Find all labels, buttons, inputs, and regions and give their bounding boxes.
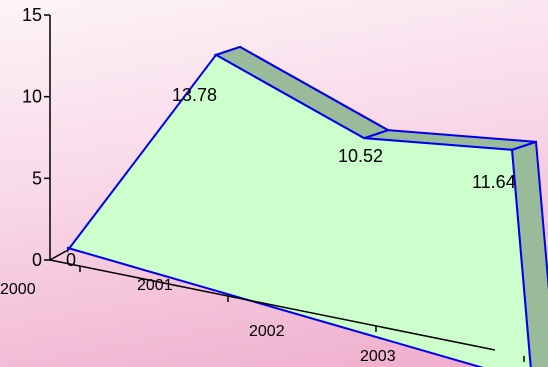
y-tick-label: 10 [22, 87, 42, 107]
data-label: 0 [66, 250, 76, 270]
data-label: 10.52 [338, 146, 383, 166]
y-tick-label: 5 [32, 168, 42, 188]
axes [49, 15, 496, 351]
depth-axis-line [49, 249, 69, 261]
x-tick-label: 2000 [0, 281, 36, 298]
x-axis-ticks: 2000 2001 2002 2003 [0, 266, 525, 365]
x-tick-label: 2002 [249, 323, 285, 340]
y-tick-label: 0 [32, 250, 42, 270]
area-series [67, 45, 548, 367]
x-tick-label: 2003 [360, 348, 396, 365]
chart-plot: 0 5 10 15 2000 2001 2002 2003 0 13.78 10.52 11.64 [0, 5, 548, 367]
data-label: 11.64 [472, 172, 516, 192]
data-label: 13.78 [172, 85, 217, 105]
data-labels: 0 13.78 10.52 11.64 [66, 85, 516, 270]
y-axis-ticks: 0 5 10 15 [22, 5, 50, 270]
area-front-face [67, 53, 532, 367]
x-axis-line [49, 259, 496, 351]
x-tick-label: 2001 [137, 277, 173, 294]
y-tick-label: 15 [22, 5, 42, 25]
